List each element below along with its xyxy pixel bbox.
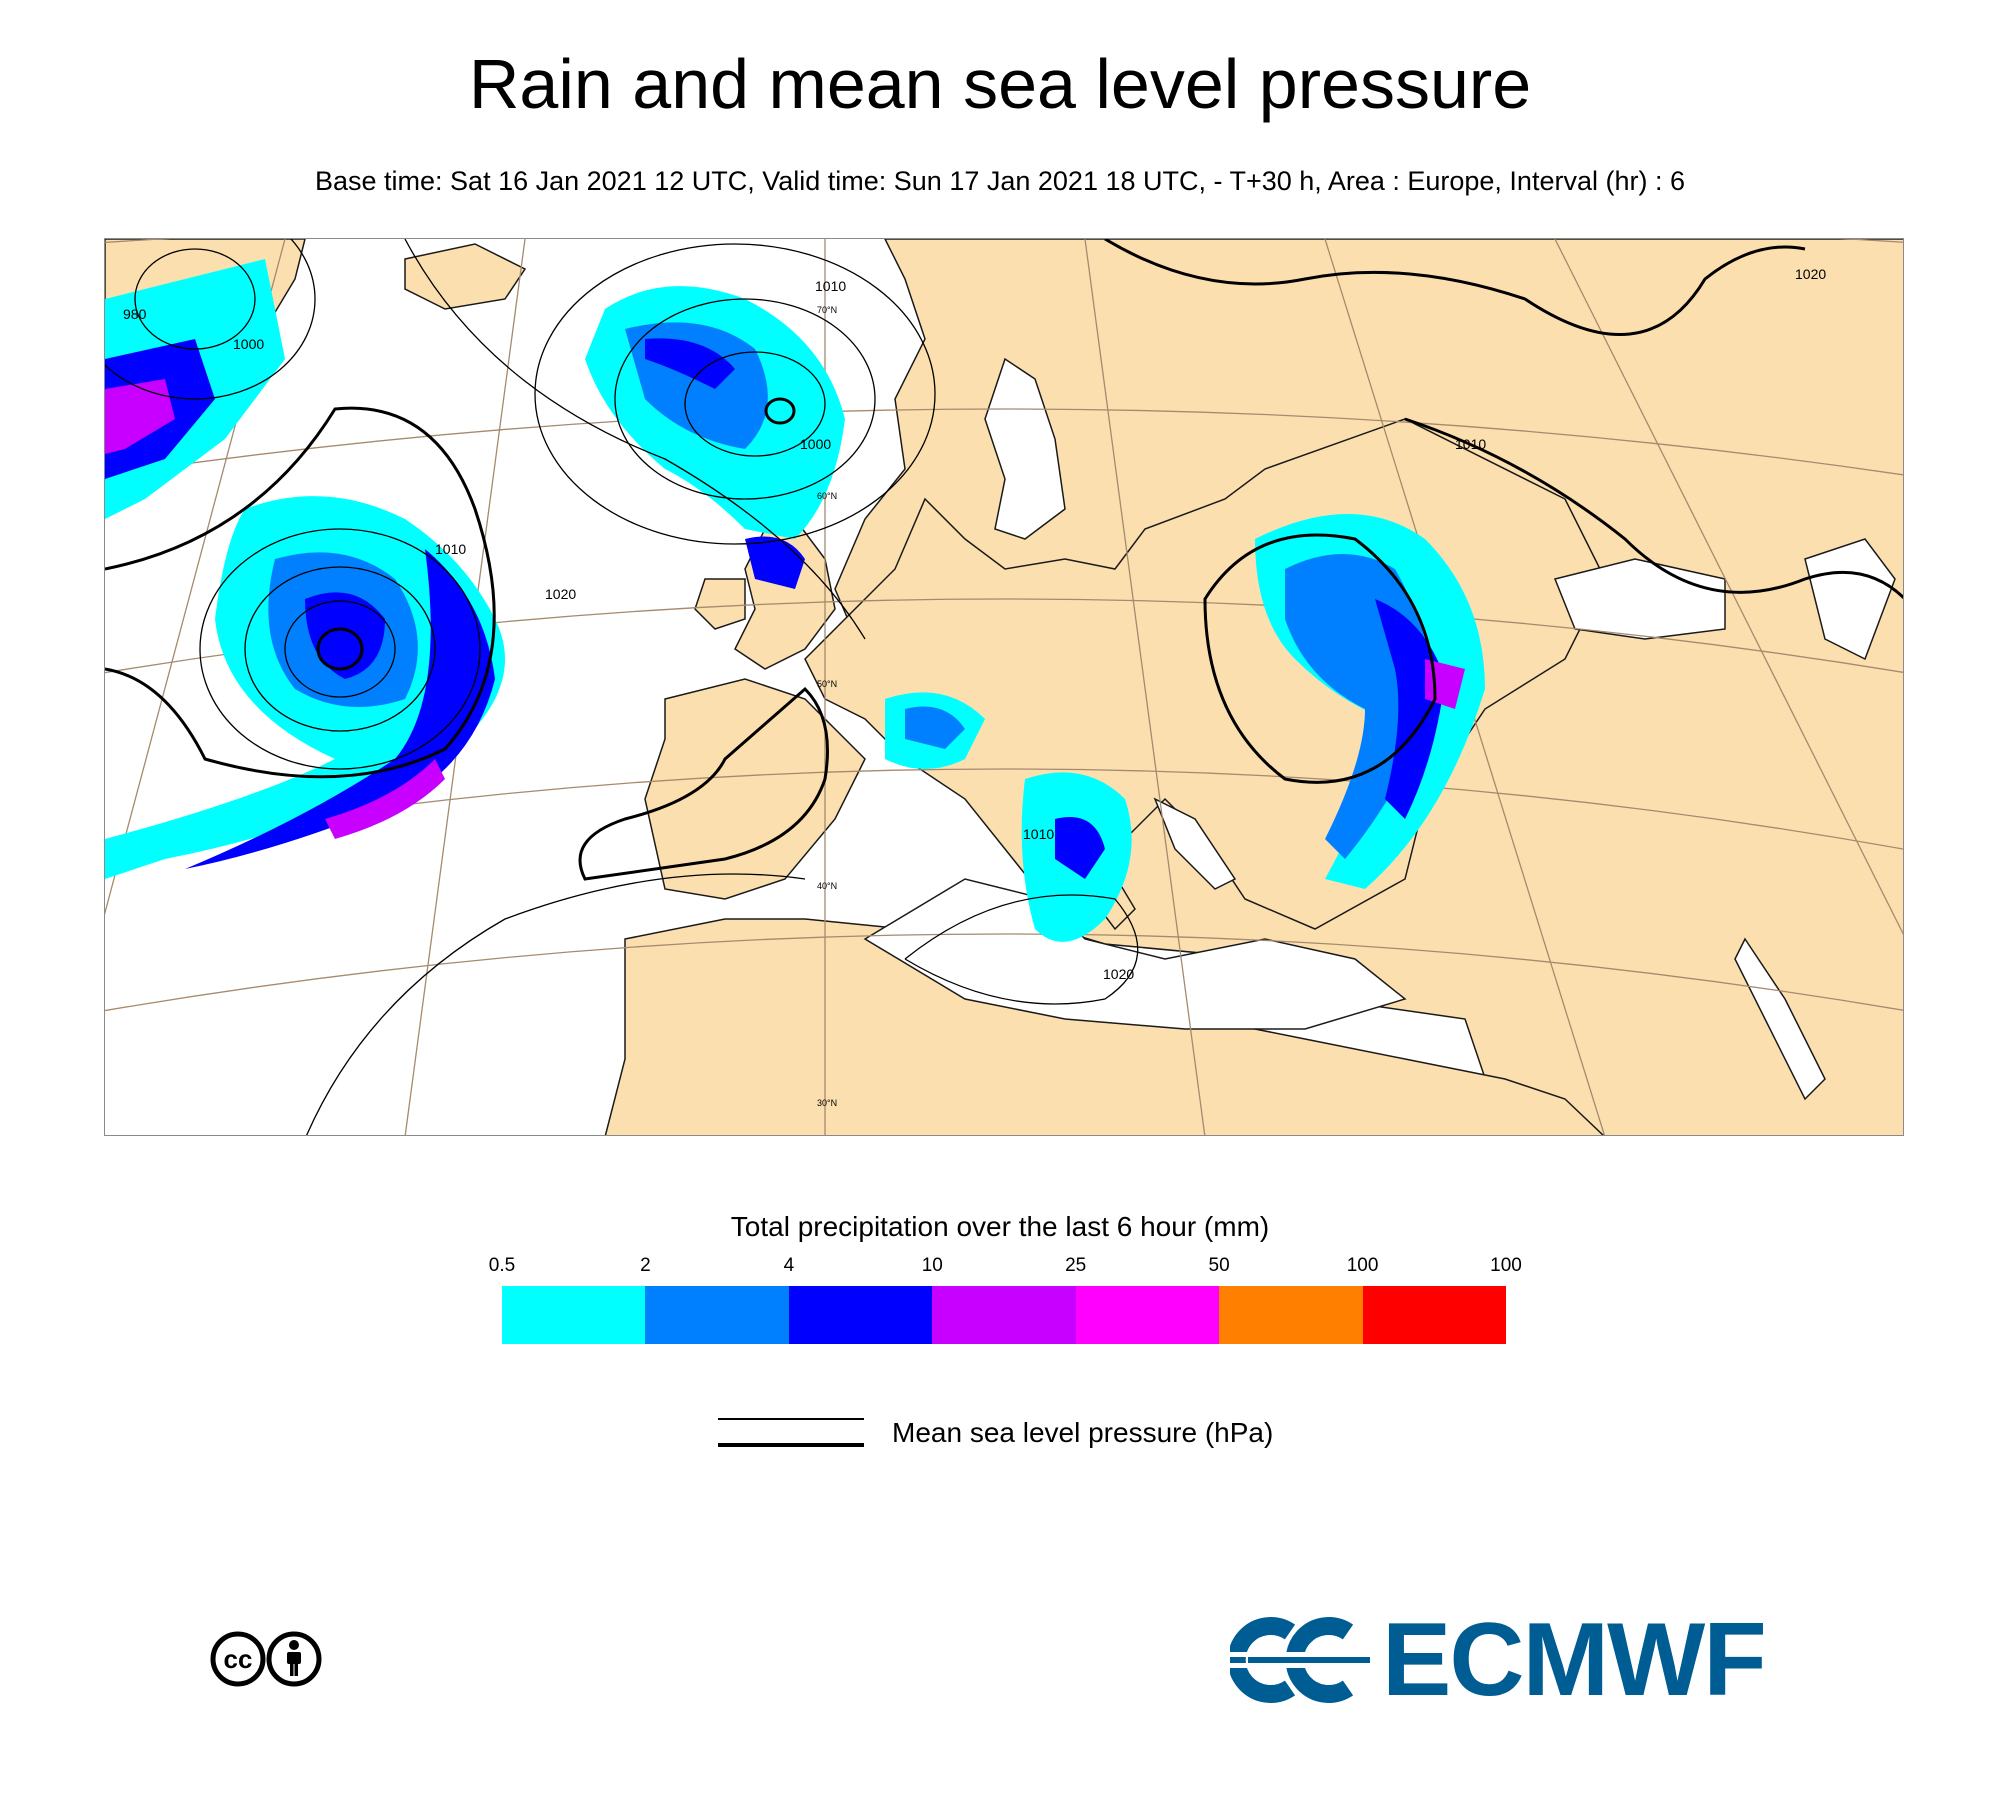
svg-text:cc: cc xyxy=(224,1644,253,1674)
isobar-label: 1010 xyxy=(1023,826,1054,842)
sea-red xyxy=(1734,937,1826,1101)
isobar-label: 1000 xyxy=(800,436,831,452)
chart-title: Rain and mean sea level pressure xyxy=(468,45,1532,123)
precipitation-legend-ticks: 0.5 2 4 10 25 50 100 100 xyxy=(489,1254,1522,1278)
sea-baltic xyxy=(984,357,1066,540)
isobar-label: 1010 xyxy=(815,278,846,294)
latitude-label: 60°N xyxy=(817,491,837,501)
land-ireland xyxy=(694,578,746,630)
isobar-labels: 1010 1000 980 1000 1010 1020 1010 1020 1… xyxy=(123,266,1826,982)
latitude-label: 50°N xyxy=(817,679,837,689)
isobar-1020-mediterranean xyxy=(904,894,1139,1005)
isobar-label: 1020 xyxy=(545,586,576,602)
legend-swatch-4 xyxy=(1075,1286,1220,1344)
isobar-label: 1010 xyxy=(1455,436,1486,452)
pressure-legend-label: Mean sea level pressure (hPa) xyxy=(892,1417,1274,1448)
isobar-label: 1010 xyxy=(435,541,466,557)
sea-caspian xyxy=(1804,538,1896,661)
land-iceland xyxy=(404,243,527,310)
inland-seas xyxy=(863,357,1896,1101)
latitude-labels: 70°N 60°N 50°N 40°N 30°N xyxy=(817,305,837,1108)
latitude-label: 70°N xyxy=(817,305,837,315)
isobar-low-north-sea xyxy=(764,397,796,425)
isobars xyxy=(105,239,1903,1135)
legend-tick: 100 xyxy=(1490,1255,1522,1276)
legend-tick: 0.5 xyxy=(488,1255,516,1276)
legend-tick: 100 xyxy=(1346,1255,1379,1276)
latitude-label: 40°N xyxy=(817,881,837,891)
ecmwf-emblem-icon xyxy=(1227,1617,1370,1703)
isobar-1010-atlantic xyxy=(105,406,496,779)
cc-by-icon[interactable]: cc xyxy=(210,1630,324,1688)
legend-swatch-3 xyxy=(932,1286,1076,1344)
legend-swatch-5 xyxy=(1219,1286,1363,1344)
legend-swatch-1 xyxy=(645,1286,789,1344)
isobar-line-sample xyxy=(718,1416,864,1448)
legend-tick: 4 xyxy=(783,1255,795,1276)
legend-swatch-0 xyxy=(502,1286,646,1344)
legend-tick: 25 xyxy=(1065,1255,1087,1276)
ecmwf-logo[interactable]: ECMWF xyxy=(1227,1602,1800,1718)
precipitation-legend-title: Total precipitation over the last 6 hour… xyxy=(730,1211,1270,1242)
thick-line-sample xyxy=(718,1443,864,1447)
precipitation-color-bar xyxy=(502,1286,1506,1344)
isobar-label: 1000 xyxy=(233,336,264,352)
graticule-parallel-30n xyxy=(105,933,1903,1012)
land-iberia xyxy=(644,678,866,900)
legend-tick: 50 xyxy=(1208,1255,1230,1276)
isobar-label: 1020 xyxy=(1103,966,1134,982)
sea-adriatic xyxy=(1153,797,1237,890)
latitude-label: 30°N xyxy=(817,1098,837,1108)
legend-swatch-2 xyxy=(788,1286,933,1344)
precipitation-shading xyxy=(105,259,1485,942)
isobar-label: 1020 xyxy=(1795,266,1826,282)
europe-map[interactable]: 1010 1000 980 1000 1010 1020 1010 1020 1… xyxy=(104,238,1904,1136)
ecmwf-logo-text: ECMWF xyxy=(1382,1602,1767,1718)
legend-tick: 10 xyxy=(921,1255,943,1276)
isobar-low-atlantic-inner xyxy=(316,627,364,671)
legend-swatch-6 xyxy=(1362,1286,1506,1344)
isobar-label: 980 xyxy=(123,306,147,322)
chart-subtitle: Base time: Sat 16 Jan 2021 12 UTC, Valid… xyxy=(315,166,1685,196)
legend-tick: 2 xyxy=(640,1255,651,1276)
thin-line-sample xyxy=(718,1418,864,1420)
